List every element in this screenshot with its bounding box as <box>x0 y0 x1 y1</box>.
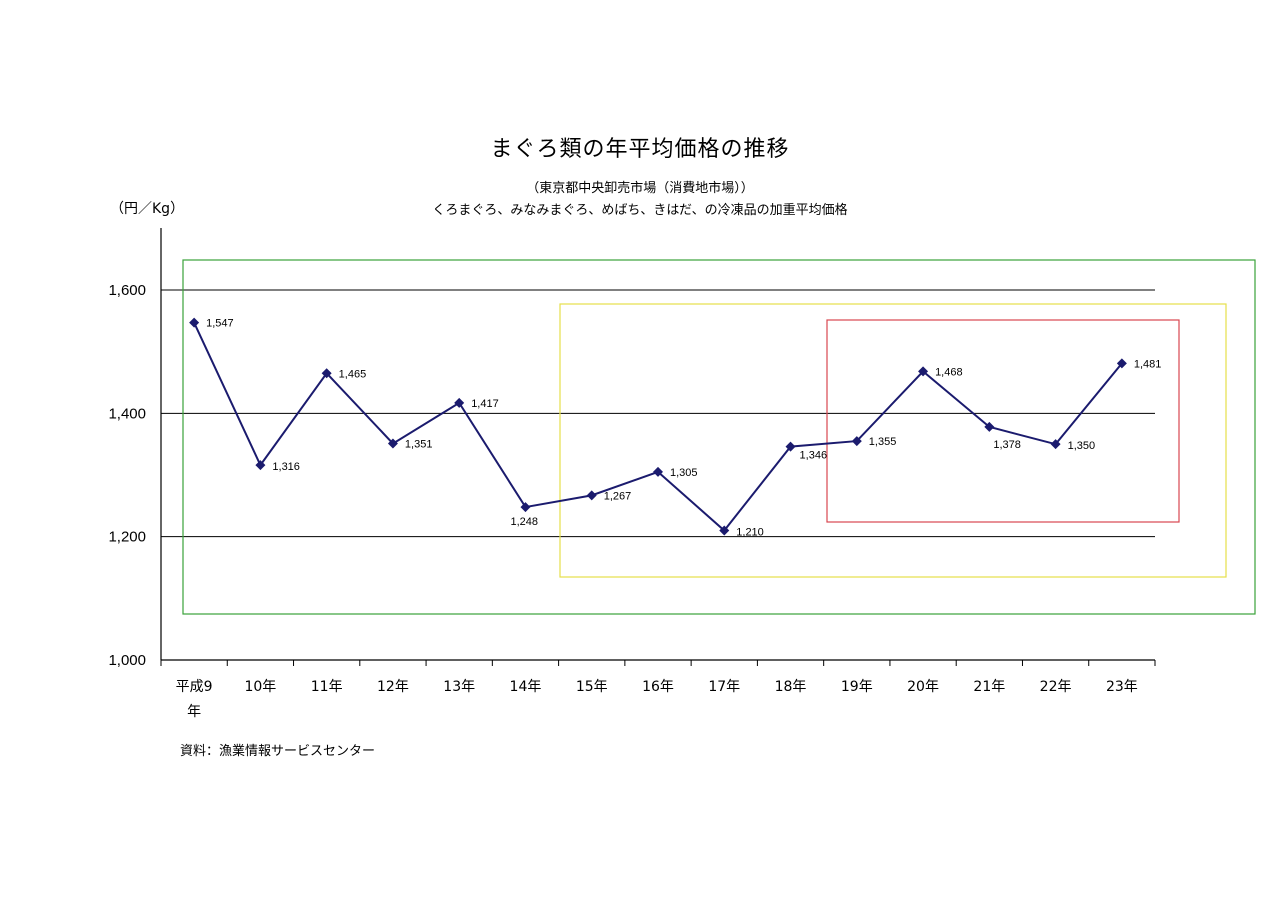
data-point-marker <box>586 490 597 501</box>
x-tick-label-suffix: 年 <box>187 704 201 720</box>
data-point-marker <box>520 502 531 513</box>
chart-title: まぐろ類の年平均価格の推移 <box>490 137 790 162</box>
highlight-box <box>826 319 1180 523</box>
x-tick-label: 平成9 <box>176 679 213 695</box>
data-label: 1,481 <box>1134 358 1162 370</box>
x-tick-label: 20年 <box>907 679 939 695</box>
y-tick-label: 1,200 <box>108 529 146 546</box>
data-point-marker <box>255 460 266 471</box>
data-point-marker <box>918 366 929 377</box>
data-point-marker <box>653 466 663 477</box>
data-label: 1,378 <box>993 439 1021 451</box>
chart-subtitle: （東京都中央卸売市場（消費地市場）） <box>526 181 754 196</box>
y-axis-unit-label: （円／Kg） <box>110 201 185 217</box>
highlight-box-layer <box>182 259 1256 615</box>
data-label: 1,417 <box>471 398 499 410</box>
x-tick-label: 21年 <box>973 679 1005 695</box>
x-tick-label: 13年 <box>443 679 475 695</box>
x-tick-label: 16年 <box>642 679 674 695</box>
y-tick-label: 1,600 <box>108 282 146 299</box>
data-point-marker <box>719 525 730 536</box>
data-label: 1,355 <box>869 436 897 448</box>
data-label: 1,350 <box>1068 440 1096 452</box>
data-point-marker <box>1050 439 1061 450</box>
x-tick-label: 23年 <box>1106 679 1138 695</box>
x-tick-label: 11年 <box>311 679 343 695</box>
data-point-marker <box>851 436 862 447</box>
x-tick-label: 19年 <box>841 679 873 695</box>
axis-layer: 1,000 1,200 1,400 1,600 平成9 年 10年 11年 12年 13年 14年 1… <box>108 228 1156 720</box>
chart-subtitle-2: くろまぐろ、みなみまぐろ、めばち、きはだ、の冷凍品の加重平均価格 <box>432 203 848 218</box>
series-layer <box>189 317 1127 536</box>
data-point-marker <box>454 397 465 408</box>
data-point-marker <box>321 368 332 379</box>
x-tick-label: 14年 <box>510 679 542 695</box>
highlight-box <box>182 259 1256 615</box>
data-label: 1,351 <box>405 439 433 451</box>
highlight-box <box>559 303 1227 578</box>
x-tick-label: 15年 <box>576 679 608 695</box>
grid-layer <box>161 289 1155 538</box>
y-tick-label: 1,400 <box>108 405 146 422</box>
y-tick-label: 1,000 <box>108 652 146 669</box>
series-line <box>193 322 1123 532</box>
label-layer: 1,547 1,316 1,465 1,351 1,417 1,248 1,267 1,305… <box>206 318 1161 539</box>
data-label: 1,305 <box>670 467 698 479</box>
data-point-marker <box>189 317 200 328</box>
x-tick-label: 18年 <box>775 679 807 695</box>
x-tick-label: 12年 <box>377 679 409 695</box>
data-point-marker <box>1116 358 1127 369</box>
source-note: 資料：漁業情報サービスセンター <box>180 744 376 759</box>
data-point-marker <box>387 438 398 449</box>
x-tick-label: 10年 <box>244 679 276 695</box>
data-label: 1,316 <box>272 461 300 473</box>
data-point-marker <box>984 421 995 432</box>
data-label: 1,465 <box>339 368 367 380</box>
data-label: 1,248 <box>510 516 538 528</box>
data-label: 1,547 <box>206 318 234 330</box>
x-tick-label: 22年 <box>1040 679 1072 695</box>
x-tick-label: 17年 <box>708 679 740 695</box>
data-point-marker <box>785 441 796 452</box>
data-label: 1,210 <box>736 527 764 539</box>
data-label: 1,267 <box>604 490 632 502</box>
data-label: 1,468 <box>935 366 963 378</box>
data-label: 1,346 <box>800 450 828 462</box>
